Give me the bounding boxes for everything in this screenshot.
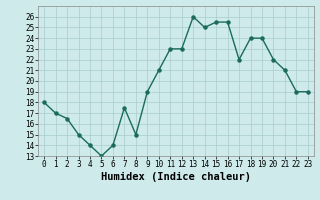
X-axis label: Humidex (Indice chaleur): Humidex (Indice chaleur) bbox=[101, 172, 251, 182]
